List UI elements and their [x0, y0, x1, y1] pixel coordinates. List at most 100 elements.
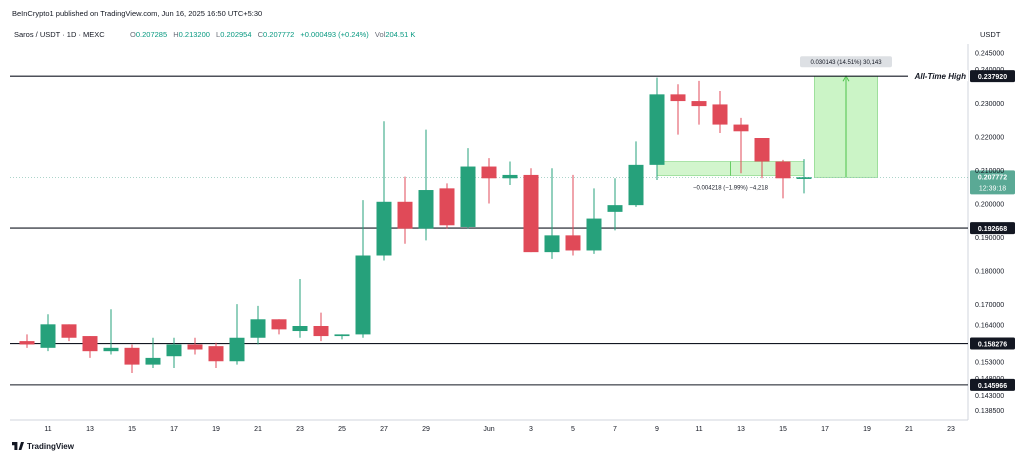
candle-body: [145, 357, 161, 365]
candle-body: [502, 174, 518, 179]
y-tick-label: 0.230000: [975, 101, 1004, 108]
candle-body: [124, 347, 140, 365]
time-axis[interactable]: 11 13 15 17 19 21 23 25 27 29 Jun 3 5 7 9 11 13 15 17 19 21 2…: [44, 426, 955, 433]
level-price-tag: [970, 70, 1015, 83]
candle-body: [103, 347, 119, 352]
candle-body: [61, 324, 77, 338]
x-tick-label: 29: [422, 426, 430, 433]
candle-body: [691, 101, 707, 107]
y-tick-label: 0.164000: [975, 322, 1004, 329]
candle-body: [166, 344, 182, 357]
candle-body: [271, 319, 287, 330]
y-tick-label: 0.143000: [975, 393, 1004, 400]
y-tick-label: 0.240000: [975, 67, 1004, 74]
y-tick-label: 0.153000: [975, 359, 1004, 366]
x-tick-label: 13: [737, 426, 745, 433]
candle-body: [334, 334, 350, 337]
candle-body: [649, 94, 665, 165]
measure-up-label: 0.030143 (14.51%) 30,143: [810, 60, 882, 66]
symbol-label: Saros / USDT · 1D · MEXC: [14, 30, 105, 39]
currency-label: USDT: [980, 30, 1001, 39]
y-tick-label: 0.170000: [975, 302, 1004, 309]
candle-body: [418, 190, 434, 229]
level-price-label: 0.158276: [978, 342, 1007, 349]
candle-body: [313, 326, 329, 337]
candle-body: [208, 346, 224, 362]
measure-down-label: −0.004218 (−1.99%) −4,218: [693, 186, 769, 192]
tradingview-logo: TradingView: [12, 442, 74, 451]
countdown-label: 12:39:18: [979, 185, 1006, 192]
y-tick-label: 0.148000: [975, 376, 1004, 383]
publish-info: BeInCrypto1 published on TradingView.com…: [12, 9, 263, 18]
y-tick-label: 0.245000: [975, 50, 1004, 57]
candle-body: [775, 161, 791, 179]
level-note: All-Time High: [914, 72, 967, 81]
x-tick-label: 27: [380, 426, 388, 433]
level-price-tag: [970, 222, 1015, 235]
x-tick-label: 23: [947, 426, 955, 433]
candle-body: [376, 201, 392, 256]
x-tick-label: 21: [905, 426, 913, 433]
x-tick-label: 17: [170, 426, 178, 433]
x-tick-label: 11: [44, 426, 51, 433]
candle-body: [250, 319, 266, 338]
grid: [10, 44, 969, 421]
x-tick-label: Jun: [483, 426, 494, 433]
candle-body: [607, 205, 623, 212]
level-price-label: 0.237920: [978, 74, 1007, 81]
x-tick-label: 11: [695, 426, 702, 433]
y-tick-label: 0.190000: [975, 235, 1004, 242]
x-tick-label: 15: [779, 426, 787, 433]
candle-body: [229, 337, 245, 362]
y-tick-label: 0.138500: [975, 408, 1004, 415]
candle-body: [82, 336, 98, 352]
x-tick-label: 15: [128, 426, 136, 433]
candles: [19, 77, 812, 373]
candle-body: [670, 94, 686, 102]
x-tick-label: 19: [863, 426, 871, 433]
horizontal-levels[interactable]: 0.237920 All-Time High 0.192668 0.158276 0.1…: [10, 70, 1015, 391]
candle-body: [565, 235, 581, 251]
x-tick-label: 23: [296, 426, 304, 433]
measure-up-label-bg: [800, 56, 892, 68]
candle-body: [439, 188, 455, 226]
x-tick-label: 5: [571, 426, 575, 433]
candle-body: [733, 124, 749, 132]
candle-body: [40, 324, 56, 348]
level-note-bg: [908, 70, 968, 82]
y-tick-label: 0.220000: [975, 134, 1004, 141]
ohlc-values: O0.207285 H0.213200 L0.202954 C0.207772 …: [130, 30, 415, 39]
level-price-tag: [970, 337, 1015, 350]
x-tick-label: 19: [212, 426, 220, 433]
x-tick-label: 13: [86, 426, 94, 433]
brand-label: TradingView: [27, 442, 74, 451]
candle-body: [628, 164, 644, 206]
candle-body: [523, 174, 539, 253]
x-tick-label: 17: [821, 426, 829, 433]
last-price-label: 0.207772: [978, 174, 1007, 181]
candle-body: [712, 104, 728, 125]
ohlc-legend: Saros / USDT · 1D · MEXC O0.207285 H0.21…: [14, 30, 415, 39]
y-tick-label: 0.180000: [975, 269, 1004, 276]
candle-body: [397, 201, 413, 229]
y-tick-label: 0.200000: [975, 201, 1004, 208]
level-price-tag: [970, 378, 1015, 391]
y-tick-label: 0.210000: [975, 168, 1004, 175]
candle-body: [586, 218, 602, 251]
candle-body: [355, 255, 371, 335]
candle-body: [19, 341, 35, 345]
candle-body: [796, 177, 812, 179]
candle-body: [754, 138, 770, 162]
tradingview-icon: [12, 442, 24, 450]
candle-body: [460, 166, 476, 227]
candle-body: [481, 166, 497, 179]
price-axis[interactable]: USDT 0.245000 0.240000 0.230000 0.220000 0.2…: [975, 30, 1004, 415]
x-tick-label: 7: [613, 426, 617, 433]
x-tick-label: 25: [338, 426, 346, 433]
candle-body: [187, 344, 203, 350]
candle-body: [544, 235, 560, 253]
x-tick-label: 9: [655, 426, 659, 433]
level-price-label: 0.192668: [978, 226, 1007, 233]
candle-body: [292, 326, 308, 332]
